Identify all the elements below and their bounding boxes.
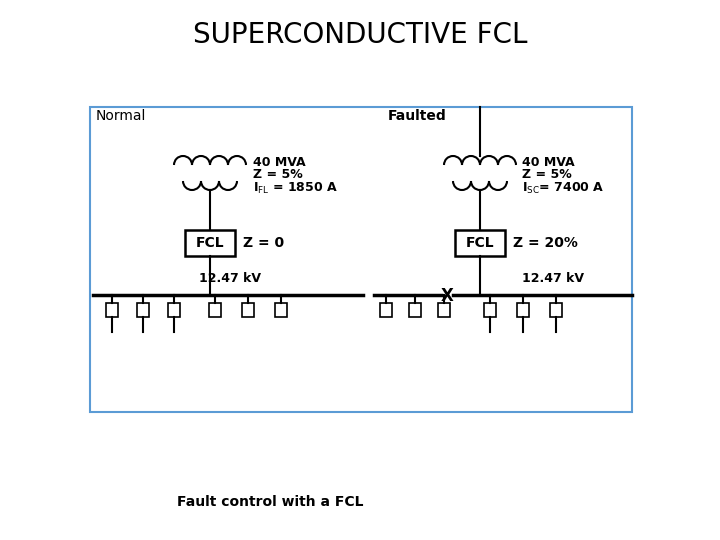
Bar (409, 303, 421, 317)
Text: I$_{\sf SC}$= 7400 A: I$_{\sf SC}$= 7400 A (522, 180, 604, 195)
Bar (168, 303, 180, 317)
Text: 40 MVA: 40 MVA (253, 156, 305, 168)
Text: Z = 0: Z = 0 (243, 236, 284, 250)
Bar (455, 230, 505, 256)
Text: Z = 5%: Z = 5% (253, 168, 302, 181)
Text: Faulted: Faulted (388, 109, 446, 123)
Text: Normal: Normal (96, 109, 146, 123)
Bar (242, 303, 254, 317)
Text: 40 MVA: 40 MVA (522, 156, 575, 168)
Bar (185, 230, 235, 256)
Bar (90, 107, 632, 412)
Bar (550, 303, 562, 317)
Bar (484, 303, 496, 317)
Text: I$_{\sf FL}$ = 1850 A: I$_{\sf FL}$ = 1850 A (253, 180, 338, 195)
Text: X: X (441, 287, 454, 305)
Text: FCL: FCL (466, 236, 495, 250)
Bar (209, 303, 221, 317)
Text: Fault control with a FCL: Fault control with a FCL (176, 495, 364, 509)
Text: Z = 20%: Z = 20% (513, 236, 578, 250)
Bar (380, 303, 392, 317)
Text: Z = 5%: Z = 5% (522, 168, 572, 181)
Bar (275, 303, 287, 317)
Text: FCL: FCL (196, 236, 225, 250)
Bar (517, 303, 529, 317)
Bar (106, 303, 118, 317)
Text: 12.47 kV: 12.47 kV (199, 272, 261, 285)
Bar (137, 303, 149, 317)
Text: SUPERCONDUCTIVE FCL: SUPERCONDUCTIVE FCL (193, 21, 527, 49)
Bar (438, 303, 450, 317)
Text: 12.47 kV: 12.47 kV (522, 272, 584, 285)
